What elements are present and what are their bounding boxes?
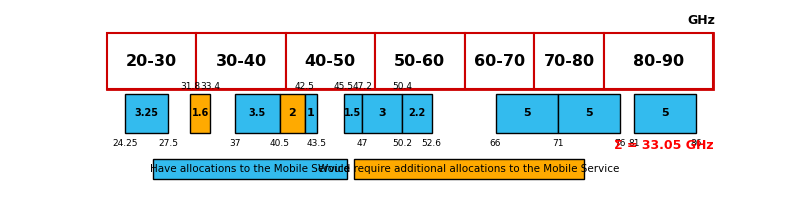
FancyBboxPatch shape bbox=[354, 159, 584, 179]
Text: 45.5: 45.5 bbox=[334, 82, 354, 91]
FancyBboxPatch shape bbox=[344, 94, 362, 133]
FancyBboxPatch shape bbox=[280, 94, 305, 133]
Text: 20-30: 20-30 bbox=[126, 54, 178, 69]
Text: 1.5: 1.5 bbox=[344, 108, 362, 118]
Text: 50.2: 50.2 bbox=[392, 139, 412, 148]
Text: 80-90: 80-90 bbox=[633, 54, 684, 69]
Text: 70-80: 70-80 bbox=[543, 54, 594, 69]
FancyBboxPatch shape bbox=[534, 33, 604, 89]
Text: 37: 37 bbox=[230, 139, 241, 148]
Text: 33.4: 33.4 bbox=[200, 82, 220, 91]
Text: 30-40: 30-40 bbox=[215, 54, 266, 69]
FancyBboxPatch shape bbox=[465, 33, 534, 89]
FancyBboxPatch shape bbox=[286, 33, 374, 89]
Text: 24.25: 24.25 bbox=[112, 139, 138, 148]
FancyBboxPatch shape bbox=[196, 33, 286, 89]
FancyBboxPatch shape bbox=[125, 94, 168, 133]
Text: 86: 86 bbox=[690, 139, 702, 148]
FancyBboxPatch shape bbox=[305, 94, 317, 133]
Text: 60-70: 60-70 bbox=[474, 54, 525, 69]
Text: 40.5: 40.5 bbox=[270, 139, 290, 148]
Text: 1.6: 1.6 bbox=[191, 108, 209, 118]
Text: 76: 76 bbox=[614, 139, 626, 148]
Text: Have allocations to the Mobile Service: Have allocations to the Mobile Service bbox=[150, 164, 350, 174]
Text: GHz: GHz bbox=[688, 14, 716, 27]
FancyBboxPatch shape bbox=[190, 94, 210, 133]
Text: 3.25: 3.25 bbox=[134, 108, 158, 118]
FancyBboxPatch shape bbox=[634, 94, 697, 133]
Text: 3: 3 bbox=[378, 108, 386, 118]
FancyBboxPatch shape bbox=[235, 94, 280, 133]
Text: Would require additional allocations to the Mobile Service: Would require additional allocations to … bbox=[318, 164, 619, 174]
FancyBboxPatch shape bbox=[604, 33, 713, 89]
Text: 50-60: 50-60 bbox=[394, 54, 445, 69]
Text: 5: 5 bbox=[662, 108, 670, 118]
Text: 5: 5 bbox=[585, 108, 592, 118]
Text: 81: 81 bbox=[629, 139, 640, 148]
Text: Σ = 33.05 GHz: Σ = 33.05 GHz bbox=[614, 139, 714, 152]
Text: 1: 1 bbox=[307, 108, 314, 118]
Text: 71: 71 bbox=[552, 139, 563, 148]
Text: 52.6: 52.6 bbox=[422, 139, 442, 148]
FancyBboxPatch shape bbox=[107, 33, 713, 89]
Text: 47: 47 bbox=[357, 139, 368, 148]
Text: 2: 2 bbox=[288, 108, 296, 118]
Text: 31.8: 31.8 bbox=[180, 82, 200, 91]
FancyBboxPatch shape bbox=[107, 33, 196, 89]
Text: 27.5: 27.5 bbox=[158, 139, 178, 148]
FancyBboxPatch shape bbox=[495, 94, 558, 133]
FancyBboxPatch shape bbox=[362, 94, 402, 133]
Text: 42.5: 42.5 bbox=[294, 82, 314, 91]
Text: 47.2: 47.2 bbox=[352, 82, 372, 91]
Text: 40-50: 40-50 bbox=[305, 54, 356, 69]
FancyBboxPatch shape bbox=[153, 159, 346, 179]
Text: 66: 66 bbox=[490, 139, 502, 148]
Text: 3.5: 3.5 bbox=[249, 108, 266, 118]
FancyBboxPatch shape bbox=[402, 94, 432, 133]
Text: 2.2: 2.2 bbox=[408, 108, 426, 118]
Text: 5: 5 bbox=[522, 108, 530, 118]
FancyBboxPatch shape bbox=[374, 33, 465, 89]
Text: 43.5: 43.5 bbox=[307, 139, 327, 148]
FancyBboxPatch shape bbox=[558, 94, 619, 133]
Text: 50.4: 50.4 bbox=[392, 82, 412, 91]
